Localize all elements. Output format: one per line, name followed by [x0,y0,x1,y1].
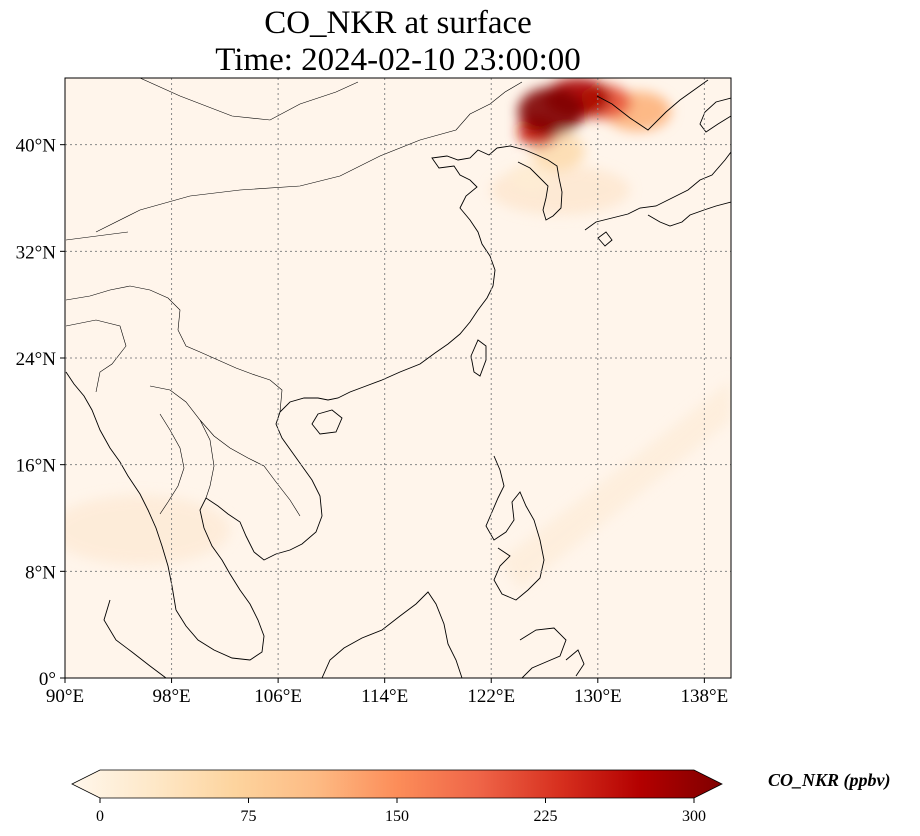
map-panel: 90°E 98°E 106°E 114°E 122°E 130°E 138°E 0° 8°N 16… [16,77,732,707]
country-borders [65,78,523,517]
colorbar-tick-label: 225 [534,808,558,825]
colorbar-ticks: 0 75 150 225 300 [96,798,706,825]
lon-tick-label: 130°E [574,686,622,707]
lat-tick-label: 16°N [16,456,57,477]
hainan-coastline [311,409,343,435]
lon-tick-label: 90°E [46,686,84,707]
lat-tick-label: 0° [39,669,56,690]
japan-coastline [584,97,731,247]
colorbar-tick-label: 75 [241,808,257,825]
map-frame [64,77,732,679]
map-title: CO_NKR at surface [264,5,532,41]
gridlines [65,78,731,678]
lon-tick-label: 98°E [152,686,190,707]
co-plume [511,164,552,192]
map-background [65,78,731,678]
colorbar-bar [71,769,723,799]
sulawesi-coastline [519,627,585,678]
colorbar-tick-label: 0 [96,808,104,825]
lat-tick-label: 8°N [25,562,56,583]
co-plume-layer [511,78,672,192]
lon-tick-label: 122°E [467,686,515,707]
myanmar-coastline [65,371,177,678]
lat-tick-label: 32°N [16,242,57,263]
philippines-coastline [485,455,545,601]
lon-tick-label: 106°E [254,686,302,707]
co-plume [517,87,585,136]
coastlines [65,78,731,678]
china-coastline [279,147,498,413]
colorbar-tick-label: 150 [385,808,409,825]
lat-tick-label: 24°N [16,349,57,370]
borneo-coastline [321,591,463,678]
korea-coastline [496,145,563,221]
lat-tick-label: 40°N [16,136,57,157]
colorbar-label: CO_NKR (ppbv) [768,770,891,790]
map-subtitle-time: Time: 2024-02-10 23:00:00 [215,42,581,78]
axis-ticks: 90°E 98°E 106°E 114°E 122°E 130°E 138°E 0° 8°N 16… [16,136,729,707]
colorbar-tick-label: 300 [682,808,706,825]
russia-coastline [596,79,709,131]
indochina-coastline [175,411,323,661]
lon-tick-label: 138°E [681,686,729,707]
lon-tick-label: 114°E [361,686,408,707]
colorbar: 0 75 150 225 300 [71,769,723,825]
taiwan-coastline [470,339,487,377]
